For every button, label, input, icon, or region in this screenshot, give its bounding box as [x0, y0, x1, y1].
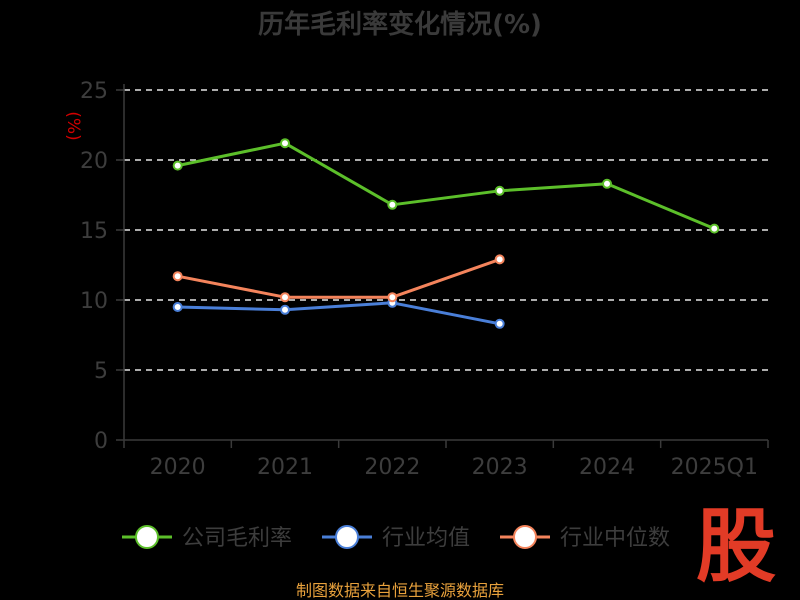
data-point — [602, 178, 612, 189]
x-tick-label: 2022 — [364, 455, 420, 480]
data-point — [280, 292, 290, 303]
source-note: 制图数据来自恒生聚源数据库 — [296, 581, 504, 600]
y-tick-label: 5 — [94, 359, 108, 384]
data-point — [387, 292, 398, 303]
y-tick-label: 20 — [80, 149, 108, 174]
series-0 — [172, 138, 720, 234]
legend-label: 行业均值 — [382, 526, 470, 551]
y-tick-labels: 0 5 10 15 20 25 — [80, 79, 108, 454]
data-point — [280, 304, 290, 315]
axes — [116, 84, 769, 448]
x-tick-label: 2025Q1 — [671, 455, 758, 480]
x-tick-label: 2023 — [472, 455, 528, 480]
brand-logo: 股 — [696, 500, 776, 593]
series-line — [176, 257, 502, 299]
legend-marker — [513, 525, 537, 549]
data-point — [494, 254, 505, 265]
x-tick-label: 2024 — [579, 455, 635, 480]
series — [172, 138, 720, 329]
legend-marker — [135, 525, 159, 549]
series-2 — [172, 254, 505, 303]
data-point — [494, 318, 505, 329]
chart-title: 历年毛利率变化情况(%) — [258, 9, 542, 40]
data-point — [387, 199, 398, 210]
series-line — [176, 141, 716, 231]
x-tick-label: 2021 — [257, 455, 313, 480]
data-point — [172, 160, 183, 171]
data-point — [494, 185, 505, 196]
legend-marker — [335, 525, 359, 549]
legend: 公司毛利率 行业均值 行业中位数 — [122, 525, 670, 551]
data-point — [172, 271, 183, 282]
x-tick-label: 2020 — [150, 455, 206, 480]
y-tick-label: 0 — [94, 429, 108, 454]
y-tick-label: 25 — [80, 79, 108, 104]
y-axis-unit: (%) — [63, 111, 83, 140]
legend-label: 公司毛利率 — [182, 526, 292, 551]
x-tick-labels: 2020 2021 2022 2023 2024 2025Q1 — [150, 455, 758, 480]
series-1 — [172, 297, 505, 329]
grid — [124, 89, 768, 371]
y-tick-label: 10 — [80, 289, 108, 314]
legend-item-1: 行业均值 — [322, 525, 470, 551]
data-point — [280, 138, 290, 149]
legend-item-0: 公司毛利率 — [122, 525, 292, 551]
legend-item-2: 行业中位数 — [500, 525, 670, 551]
data-point — [172, 302, 183, 312]
data-point — [709, 223, 720, 234]
y-tick-label: 15 — [80, 219, 108, 244]
legend-label: 行业中位数 — [560, 526, 670, 551]
series-line — [176, 301, 502, 326]
